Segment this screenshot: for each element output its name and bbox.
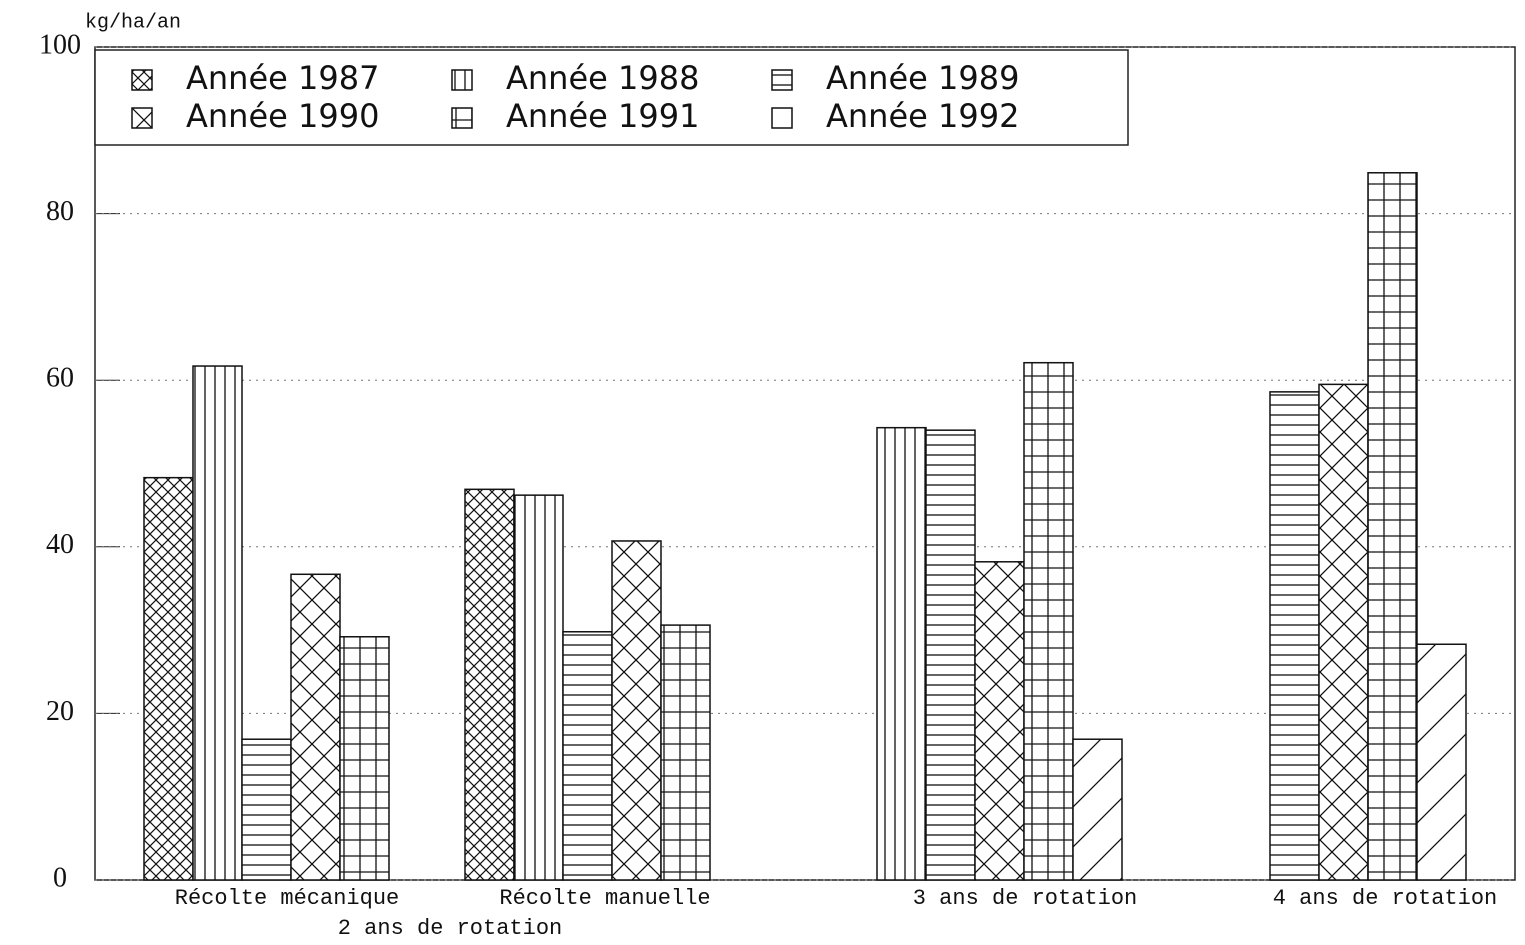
bar xyxy=(192,365,243,881)
legend-swatch xyxy=(451,107,473,129)
legend-box xyxy=(94,49,1129,146)
bar xyxy=(611,540,662,881)
legend-label: Année 1990 xyxy=(186,97,379,135)
x-tick-label: 3 ans de rotation xyxy=(913,886,1137,911)
x-tick-label: Récolte mécanique xyxy=(175,886,399,911)
y-axis-label: kg/ha/an xyxy=(85,11,181,34)
bar xyxy=(974,561,1025,881)
legend-swatch xyxy=(451,69,473,91)
legend: Année 1987 Année 1988 Année 1989 Année 1990… xyxy=(94,49,1129,146)
legend-label: Année 1992 xyxy=(826,97,1019,135)
bar xyxy=(339,636,390,881)
y-tick-label: 0 xyxy=(53,862,67,893)
legend-swatch xyxy=(131,69,153,91)
bar xyxy=(562,631,613,881)
x-tick-label: 4 ans de rotation xyxy=(1273,886,1497,911)
y-tick-label: 100 xyxy=(39,29,81,60)
legend-label: Année 1987 xyxy=(186,59,379,97)
y-tick-label: 40 xyxy=(46,529,74,560)
x-tick-label: Récolte manuelle xyxy=(499,886,710,911)
bar xyxy=(1318,383,1369,881)
bar xyxy=(1269,391,1320,881)
bar xyxy=(876,426,927,881)
legend-swatch xyxy=(771,107,793,129)
y-tick-label: 80 xyxy=(46,196,74,227)
legend-label: Année 1991 xyxy=(506,97,699,135)
bar xyxy=(513,494,564,881)
plot-frame xyxy=(94,46,1516,881)
group-annotation: 2 ans de rotation xyxy=(338,916,562,941)
legend-label: Année 1988 xyxy=(506,59,699,97)
bar xyxy=(1367,172,1418,881)
bar xyxy=(464,488,515,881)
bar xyxy=(1416,643,1467,881)
legend-swatch xyxy=(771,69,793,91)
bar xyxy=(290,573,341,881)
legend-label: Année 1989 xyxy=(826,59,1019,97)
bar xyxy=(1023,361,1074,881)
bar xyxy=(1072,738,1123,881)
bar xyxy=(241,738,292,881)
legend-swatch xyxy=(131,107,153,129)
bar xyxy=(143,476,194,881)
bar xyxy=(925,429,976,881)
bar xyxy=(660,624,711,881)
y-tick-label: 20 xyxy=(46,696,74,727)
y-tick-label: 60 xyxy=(46,363,74,394)
